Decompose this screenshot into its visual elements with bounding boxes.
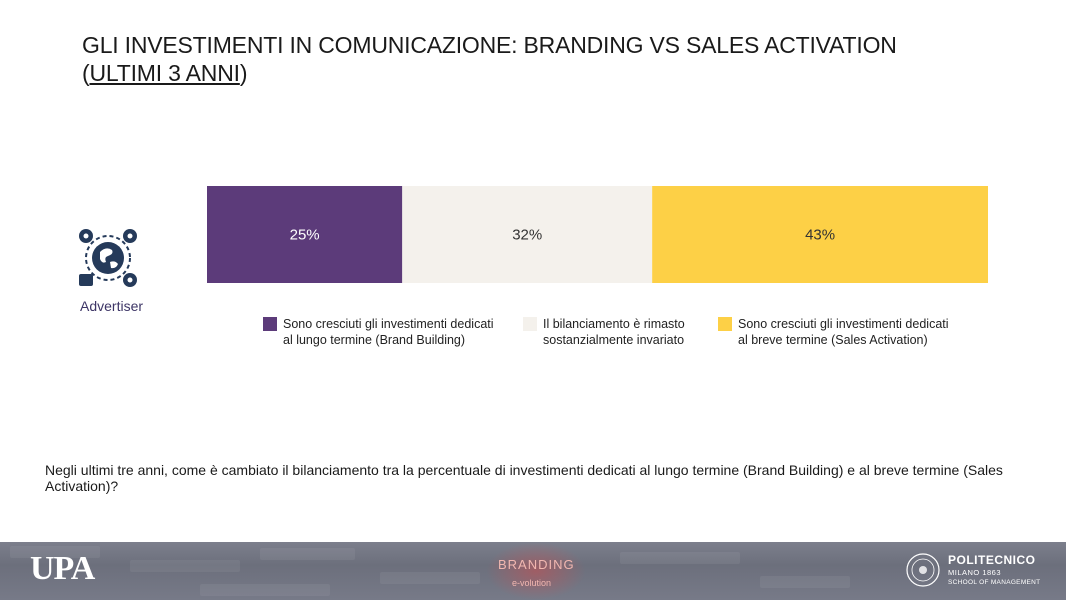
legend-text-line2: sostanzialmente invariato bbox=[543, 333, 685, 347]
title-line-1: GLI INVESTIMENTI IN COMUNICAZIONE: BRAND… bbox=[82, 32, 897, 58]
title-line-2: (ULTIMI 3 ANNI) bbox=[82, 60, 248, 86]
legend-text-line1: Il bilanciamento è rimasto bbox=[543, 317, 685, 331]
bar-value-label-3: 43% bbox=[805, 227, 835, 244]
respondent-label: Advertiser bbox=[80, 298, 144, 314]
bar-segment-2 bbox=[402, 186, 653, 283]
slide-title: GLI INVESTIMENTI IN COMUNICAZIONE: BRAND… bbox=[82, 31, 982, 87]
bar-value-label-1: 25% bbox=[290, 227, 320, 244]
stacked-bar-chart: 25% 32% 43% bbox=[207, 186, 988, 283]
politecnico-seal-icon bbox=[906, 553, 940, 587]
legend-text-line1: Sono cresciuti gli investimenti dedicati bbox=[738, 317, 949, 331]
branding-logo-subtext: e-volution bbox=[512, 578, 552, 588]
legend-swatch bbox=[263, 317, 277, 331]
bar-value-label-2: 32% bbox=[512, 227, 542, 244]
legend-item-invariato: Il bilanciamento è rimasto sostanzialmen… bbox=[523, 316, 685, 348]
legend-swatch bbox=[718, 317, 732, 331]
legend-text-line1: Sono cresciuti gli investimenti dedicati bbox=[283, 317, 494, 331]
title-underlined-text: ULTIMI 3 ANNI bbox=[89, 60, 240, 86]
legend-item-brand-building: Sono cresciuti gli investimenti dedicati… bbox=[263, 316, 494, 348]
survey-question: Negli ultimi tre anni, come è cambiato i… bbox=[45, 462, 1003, 494]
bar-segment-3 bbox=[652, 186, 988, 283]
globe-with-gears-icon bbox=[79, 229, 137, 287]
politecnico-logo-line2: MILANO 1863 bbox=[948, 568, 1002, 577]
legend-text-line2: al breve termine (Sales Activation) bbox=[738, 333, 928, 347]
branding-logo-text: BRANDING bbox=[498, 557, 575, 572]
politecnico-logo-name: POLITECNICO bbox=[948, 553, 1036, 567]
legend-text-line2: al lungo termine (Brand Building) bbox=[283, 333, 466, 347]
legend-swatch bbox=[523, 317, 537, 331]
upa-logo: UPA bbox=[30, 550, 95, 587]
politecnico-logo-line3: SCHOOL OF MANAGEMENT bbox=[948, 579, 1041, 586]
bar-segment-1 bbox=[207, 186, 403, 283]
footer-banner: UPA BRANDING e-volution POLITECNICO MILA… bbox=[0, 542, 1066, 600]
legend-item-sales-activation: Sono cresciuti gli investimenti dedicati… bbox=[718, 316, 949, 348]
